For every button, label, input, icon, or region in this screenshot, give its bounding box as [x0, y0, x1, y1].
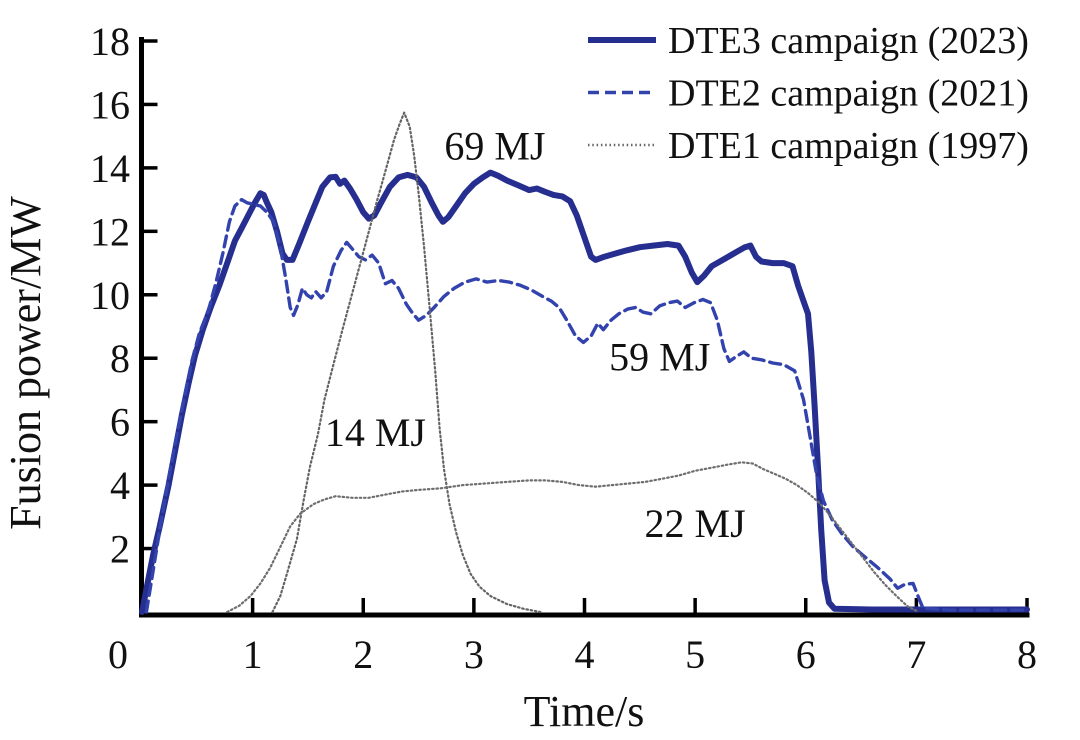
annotation-69-mj: 69 MJ: [444, 124, 545, 169]
series-dte3-campaign-2023-line: [139, 169, 1030, 615]
legend-item-dte2-campaign-2021: DTE2 campaign (2021): [588, 73, 1029, 115]
legend: DTE3 campaign (2023) DTE2 campaign (2021)…: [588, 20, 1029, 167]
y-tick-label-6: 6: [110, 400, 130, 445]
x-tick-label-3: 3: [464, 632, 484, 677]
y-tick-label-8: 8: [110, 336, 130, 381]
series-dte1-campaign-1997-long-pulse-line: [226, 461, 920, 614]
x-tick-label-5: 5: [685, 632, 705, 677]
series-dte1-campaign-1997-line: [271, 111, 542, 614]
x-tick-label-2: 2: [353, 632, 373, 677]
y-axis-title: Fusion power/MW: [1, 196, 50, 530]
y-tick-label-10: 10: [90, 273, 130, 318]
x-tick-label-6: 6: [796, 632, 816, 677]
x-tick-label-4: 4: [575, 632, 595, 677]
series-dte2-campaign-2021-line: [144, 197, 1029, 614]
annotation-22-mj: 22 MJ: [645, 501, 746, 546]
series-lines: [139, 111, 1030, 615]
y-tick-label-16: 16: [90, 82, 130, 127]
y-tick-label-4: 4: [110, 463, 130, 508]
x-tick-label-0: 0: [108, 632, 128, 677]
legend-item-dte3-campaign-2023: DTE3 campaign (2023): [588, 20, 1029, 62]
x-axis-title: Time/s: [524, 687, 645, 736]
y-tick-label-12: 12: [90, 209, 130, 254]
legend-label: DTE2 campaign (2021): [668, 73, 1029, 115]
x-tick-label-8: 8: [1017, 632, 1037, 677]
x-tick-label-1: 1: [243, 632, 263, 677]
annotation-14-mj: 14 MJ: [325, 410, 426, 455]
y-tick-label-14: 14: [90, 146, 130, 191]
annotation-59-mj: 59 MJ: [609, 335, 710, 380]
legend-item-dte1-campaign-1997: DTE1 campaign (1997): [588, 125, 1029, 167]
y-tick-label-2: 2: [110, 527, 130, 572]
annotations: 69 MJ 59 MJ 14 MJ 22 MJ: [325, 124, 746, 546]
legend-label: DTE1 campaign (1997): [668, 125, 1029, 167]
legend-label: DTE3 campaign (2023): [668, 20, 1029, 62]
x-tick-label-7: 7: [906, 632, 926, 677]
y-tick-label-18: 18: [90, 19, 130, 64]
